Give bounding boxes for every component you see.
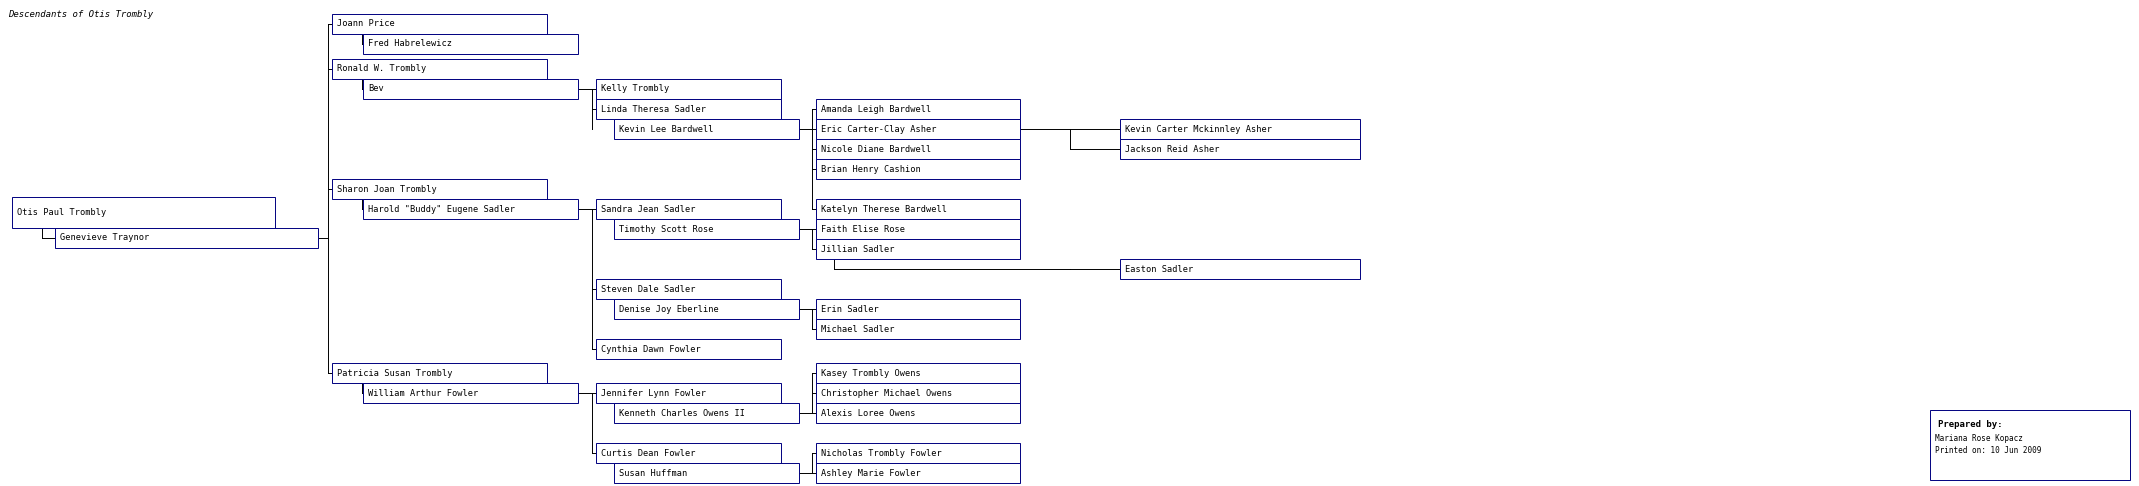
Text: Steven Dale Sadler: Steven Dale Sadler (601, 284, 695, 294)
Text: Genevieve Traynor: Genevieve Traynor (60, 233, 150, 243)
Text: Jennifer Lynn Fowler: Jennifer Lynn Fowler (601, 388, 706, 398)
FancyBboxPatch shape (56, 228, 319, 248)
Text: Linda Theresa Sadler: Linda Theresa Sadler (601, 104, 706, 114)
FancyBboxPatch shape (815, 319, 1020, 339)
FancyBboxPatch shape (614, 119, 800, 139)
Text: Patricia Susan Trombly: Patricia Susan Trombly (338, 368, 453, 378)
FancyBboxPatch shape (1121, 119, 1360, 139)
FancyBboxPatch shape (815, 239, 1020, 259)
FancyBboxPatch shape (597, 79, 781, 99)
FancyBboxPatch shape (597, 199, 781, 219)
Text: Kenneth Charles Owens II: Kenneth Charles Owens II (618, 409, 744, 417)
Text: Jillian Sadler: Jillian Sadler (821, 244, 894, 254)
FancyBboxPatch shape (815, 219, 1020, 239)
Text: Sandra Jean Sadler: Sandra Jean Sadler (601, 205, 695, 213)
FancyBboxPatch shape (597, 99, 781, 119)
FancyBboxPatch shape (364, 199, 578, 219)
Text: Kevin Carter Mckinnley Asher: Kevin Carter Mckinnley Asher (1125, 124, 1273, 134)
FancyBboxPatch shape (332, 14, 548, 34)
FancyBboxPatch shape (1121, 259, 1360, 279)
FancyBboxPatch shape (364, 383, 578, 403)
FancyBboxPatch shape (597, 443, 781, 463)
Text: Nicholas Trombly Fowler: Nicholas Trombly Fowler (821, 449, 941, 457)
FancyBboxPatch shape (614, 219, 800, 239)
FancyBboxPatch shape (1121, 139, 1360, 159)
FancyBboxPatch shape (815, 463, 1020, 483)
Text: Fred Habrelewicz: Fred Habrelewicz (368, 39, 451, 49)
Text: Curtis Dean Fowler: Curtis Dean Fowler (601, 449, 695, 457)
Text: Kelly Trombly: Kelly Trombly (601, 85, 670, 93)
FancyBboxPatch shape (815, 299, 1020, 319)
FancyBboxPatch shape (597, 383, 781, 403)
FancyBboxPatch shape (332, 59, 548, 79)
Text: Michael Sadler: Michael Sadler (821, 325, 894, 333)
Text: Brian Henry Cashion: Brian Henry Cashion (821, 164, 920, 174)
Text: Descendants of Otis Trombly: Descendants of Otis Trombly (9, 10, 154, 19)
FancyBboxPatch shape (364, 34, 578, 54)
FancyBboxPatch shape (815, 363, 1020, 383)
Text: Jackson Reid Asher: Jackson Reid Asher (1125, 144, 1219, 154)
FancyBboxPatch shape (597, 339, 781, 359)
Text: Ronald W. Trombly: Ronald W. Trombly (338, 65, 426, 73)
Text: Timothy Scott Rose: Timothy Scott Rose (618, 225, 714, 233)
FancyBboxPatch shape (13, 197, 276, 228)
FancyBboxPatch shape (815, 99, 1020, 119)
FancyBboxPatch shape (332, 363, 548, 383)
Text: Denise Joy Eberline: Denise Joy Eberline (618, 305, 719, 313)
FancyBboxPatch shape (614, 299, 800, 319)
FancyBboxPatch shape (614, 463, 800, 483)
FancyBboxPatch shape (815, 383, 1020, 403)
Text: Otis Paul Trombly: Otis Paul Trombly (17, 208, 107, 217)
Text: Sharon Joan Trombly: Sharon Joan Trombly (338, 185, 436, 193)
FancyBboxPatch shape (815, 443, 1020, 463)
Text: Amanda Leigh Bardwell: Amanda Leigh Bardwell (821, 104, 930, 114)
Text: Nicole Diane Bardwell: Nicole Diane Bardwell (821, 144, 930, 154)
Text: Eric Carter-Clay Asher: Eric Carter-Clay Asher (821, 124, 937, 134)
FancyBboxPatch shape (815, 199, 1020, 219)
FancyBboxPatch shape (597, 279, 781, 299)
Text: Kevin Lee Bardwell: Kevin Lee Bardwell (618, 124, 714, 134)
Text: Printed on: 10 Jun 2009: Printed on: 10 Jun 2009 (1936, 446, 2041, 455)
Text: Faith Elise Rose: Faith Elise Rose (821, 225, 905, 233)
FancyBboxPatch shape (815, 119, 1020, 139)
Text: Joann Price: Joann Price (338, 19, 396, 29)
FancyBboxPatch shape (614, 403, 800, 423)
Text: Harold "Buddy" Eugene Sadler: Harold "Buddy" Eugene Sadler (368, 205, 515, 213)
Text: Susan Huffman: Susan Huffman (618, 469, 687, 478)
FancyBboxPatch shape (815, 159, 1020, 179)
FancyBboxPatch shape (364, 79, 578, 99)
FancyBboxPatch shape (815, 403, 1020, 423)
FancyBboxPatch shape (332, 179, 548, 199)
FancyBboxPatch shape (815, 139, 1020, 159)
Text: Cynthia Dawn Fowler: Cynthia Dawn Fowler (601, 345, 702, 353)
Text: Ashley Marie Fowler: Ashley Marie Fowler (821, 469, 920, 478)
Text: Mariana Rose Kopacz: Mariana Rose Kopacz (1936, 434, 2023, 443)
Text: Erin Sadler: Erin Sadler (821, 305, 879, 313)
Text: Katelyn Therese Bardwell: Katelyn Therese Bardwell (821, 205, 948, 213)
Text: Easton Sadler: Easton Sadler (1125, 264, 1194, 274)
Text: Christopher Michael Owens: Christopher Michael Owens (821, 388, 952, 398)
Text: Kasey Trombly Owens: Kasey Trombly Owens (821, 368, 920, 378)
Text: William Arthur Fowler: William Arthur Fowler (368, 388, 479, 398)
FancyBboxPatch shape (1929, 410, 2130, 480)
Text: Alexis Loree Owens: Alexis Loree Owens (821, 409, 915, 417)
Text: Prepared by:: Prepared by: (1938, 420, 2002, 429)
Text: Bev: Bev (368, 85, 383, 93)
